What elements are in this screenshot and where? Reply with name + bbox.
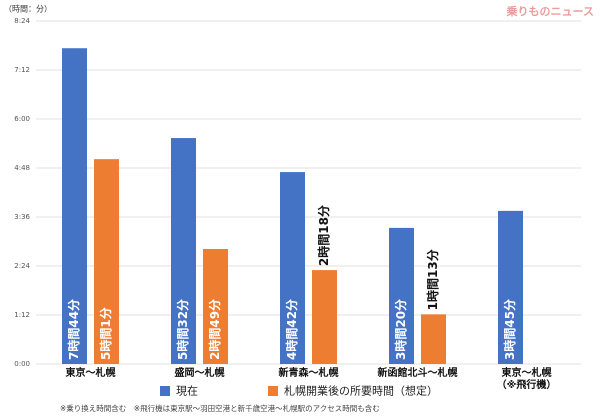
value-label: 2時間18分 <box>316 205 331 266</box>
legend-label: 現在 <box>176 385 198 398</box>
y-tick-label: 3:36 <box>14 213 30 221</box>
y-tick-label: 2:24 <box>14 262 30 270</box>
x-tick-label: 東京～札幌（※飛行機） <box>497 366 557 391</box>
bar <box>389 227 414 364</box>
bar <box>312 270 337 364</box>
legend-swatch <box>160 386 170 396</box>
value-label: 3時間45分 <box>502 299 517 360</box>
watermark: 乗りものニュース <box>507 4 594 18</box>
x-tick-label: 新函館北斗～札幌 <box>378 366 458 379</box>
x-tick-label: 新青森～札幌 <box>279 366 339 379</box>
bar <box>280 172 305 364</box>
bar <box>94 159 119 364</box>
value-label: 5時間32分 <box>175 299 190 360</box>
y-tick-label: 1:12 <box>14 311 30 319</box>
value-label: 2時間49分 <box>207 299 222 360</box>
y-tick-label: 8:24 <box>14 17 30 25</box>
value-label: 7時間44分 <box>66 299 81 360</box>
value-label: 5時間1分 <box>98 307 113 360</box>
y-tick-label: 7:12 <box>14 66 30 74</box>
footnote: ※乗り換え時間含む ※飛行機は東京駅～羽田空港と新千歳空港～札幌駅のアクセス時間… <box>60 403 380 413</box>
bar <box>203 248 228 364</box>
bar <box>421 314 446 364</box>
value-label: 3時間20分 <box>393 299 408 360</box>
value-label: 1時間13分 <box>425 249 440 310</box>
x-tick-label: 盛岡～札幌 <box>175 366 225 379</box>
legend-swatch <box>268 386 278 396</box>
bar <box>62 48 87 364</box>
bar <box>171 138 196 364</box>
legend-label: 札幌開業後の所要時間（想定） <box>284 384 438 398</box>
y-tick-label: 6:00 <box>14 115 30 123</box>
value-label: 4時間42分 <box>284 299 299 360</box>
bar <box>498 210 523 364</box>
x-tick-label: 東京～札幌 <box>66 366 116 379</box>
y-tick-label: 4:48 <box>14 164 30 172</box>
unit-label: （時間：分） <box>4 5 52 14</box>
y-tick-label: 0:00 <box>14 360 30 368</box>
